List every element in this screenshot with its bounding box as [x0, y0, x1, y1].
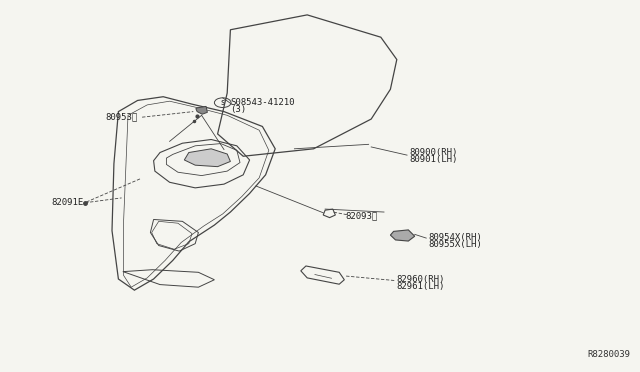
- Text: R8280039: R8280039: [588, 350, 630, 359]
- Polygon shape: [390, 230, 415, 241]
- Text: 82093⑧: 82093⑧: [346, 211, 378, 220]
- Text: 82961(LH): 82961(LH): [397, 282, 445, 291]
- Text: 80953⑧: 80953⑧: [106, 113, 138, 122]
- Polygon shape: [196, 106, 207, 114]
- Text: 82960(RH): 82960(RH): [397, 275, 445, 284]
- Text: 80901(LH): 80901(LH): [410, 155, 458, 164]
- Polygon shape: [184, 149, 230, 167]
- Text: S08543-41210: S08543-41210: [230, 98, 295, 107]
- Text: 82091E: 82091E: [51, 198, 83, 207]
- Text: 80954X(RH): 80954X(RH): [429, 233, 483, 242]
- Text: 80955X(LH): 80955X(LH): [429, 240, 483, 248]
- Text: S: S: [221, 100, 225, 106]
- Text: (3): (3): [230, 105, 246, 114]
- Text: 80900(RH): 80900(RH): [410, 148, 458, 157]
